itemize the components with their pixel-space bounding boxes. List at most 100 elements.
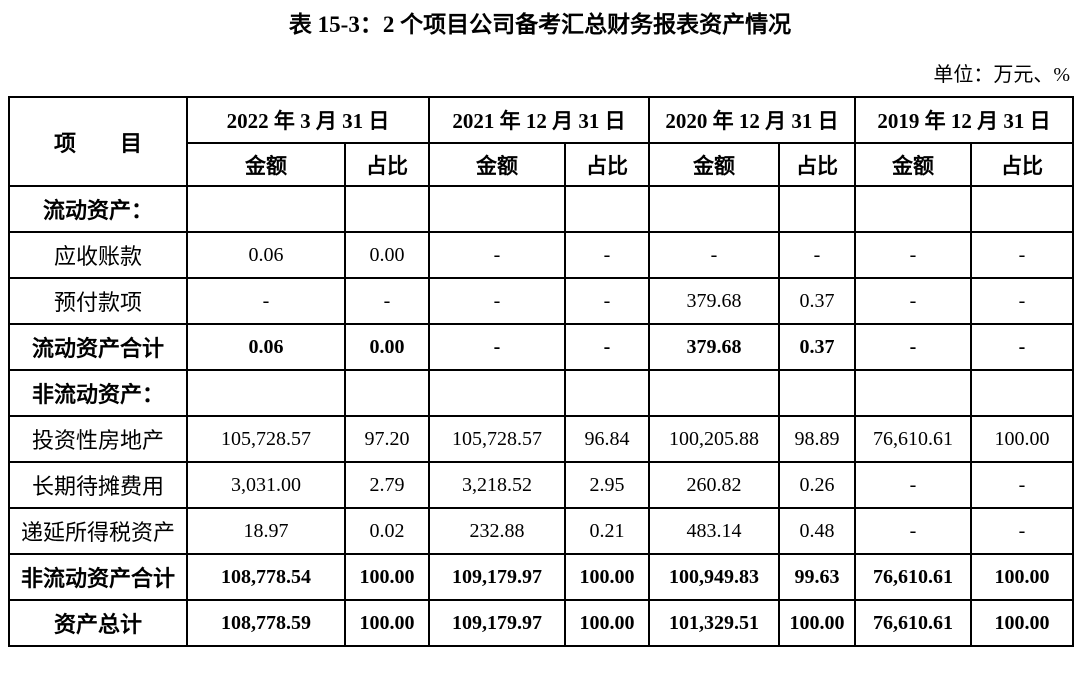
table-cell: 0.06 [186,231,346,279]
table-cell: 100,949.83 [648,553,780,601]
table-cell: - [648,231,780,279]
table-title: 表 15-3：2 个项目公司备考汇总财务报表资产情况 [288,12,792,37]
table-cell: 108,778.59 [186,599,346,647]
table-cell: 0.26 [778,461,856,509]
row-label: 投资性房地产 [8,415,188,463]
row-label: 预付款项 [8,277,188,325]
table-cell [564,185,650,233]
header-row-subcolumns: 金额 占比 金额 占比 金额 占比 金额 占比 [9,142,1074,187]
table-cell: 100.00 [564,553,650,601]
amount-header-2020: 金额 [648,142,780,187]
table-cell: 100.00 [564,599,650,647]
date-header-2020: 2020 年 12 月 31 日 [648,96,856,144]
table-cell: - [564,231,650,279]
table-cell: - [970,323,1074,371]
table-cell [778,369,856,417]
table-row-accounts-receivable: 应收账款 0.06 0.00 - - - - - - [8,231,1074,279]
table-cell [778,185,856,233]
header-row-dates: 项 目 2022 年 3 月 31 日 2021 年 12 月 31 日 202… [8,96,1074,187]
table-cell [854,369,972,417]
table-cell: 105,728.57 [428,415,566,463]
table-cell: 3,031.00 [186,461,346,509]
row-label: 应收账款 [8,231,188,279]
table-cell: 0.37 [778,277,856,325]
table-cell: - [854,277,972,325]
ratio-header-2021: 占比 [564,142,650,187]
table-row-longterm-deferred-expenses: 长期待摊费用 3,031.00 2.79 3,218.52 2.95 260.8… [8,461,1074,509]
table-cell: 100.00 [778,599,856,647]
table-cell: - [970,507,1074,555]
table-cell: 0.00 [344,231,430,279]
amount-header-2019: 金额 [854,142,972,187]
table-cell: 0.00 [344,323,430,371]
table-cell: 100.00 [344,553,430,601]
table-cell: - [970,277,1074,325]
table-cell: 76,610.61 [854,415,972,463]
table-cell [428,369,566,417]
table-cell: 96.84 [564,415,650,463]
unit-label: 单位：万元、% [933,64,1070,86]
table-cell: 76,610.61 [854,553,972,601]
table-cell: 100,205.88 [648,415,780,463]
table-cell: - [564,323,650,371]
table-cell: 2.95 [564,461,650,509]
table-cell: 109,179.97 [428,553,566,601]
table-cell: - [186,277,346,325]
table-cell: 232.88 [428,507,566,555]
table-cell: 0.06 [186,323,346,371]
table-cell: - [854,461,972,509]
table-cell [648,369,780,417]
table-cell [854,185,972,233]
table-cell: 483.14 [648,507,780,555]
table-cell [344,369,430,417]
table-cell: - [344,277,430,325]
table-cell [970,369,1074,417]
table-cell: 100.00 [344,599,430,647]
table-cell: - [778,231,856,279]
table-cell: 379.68 [648,277,780,325]
table-cell: 260.82 [648,461,780,509]
table-cell: 0.48 [778,507,856,555]
table-cell: 100.00 [970,599,1074,647]
table-cell [186,369,346,417]
table-cell: 379.68 [648,323,780,371]
assets-table: 项 目 2022 年 3 月 31 日 2021 年 12 月 31 日 202… [8,96,1074,647]
table-cell: 108,778.54 [186,553,346,601]
table-row-current-assets-section: 流动资产： [8,185,1074,233]
table-cell: 0.37 [778,323,856,371]
table-cell: 0.02 [344,507,430,555]
table-cell: 18.97 [186,507,346,555]
table-cell: 2.79 [344,461,430,509]
ratio-header-2020: 占比 [778,142,856,187]
table-cell: - [970,231,1074,279]
table-cell [428,185,566,233]
row-label: 非流动资产： [8,369,188,417]
table-cell [970,185,1074,233]
amount-header-2021: 金额 [428,142,566,187]
table-cell: - [428,323,566,371]
table-cell: - [564,277,650,325]
ratio-header-2022: 占比 [344,142,430,187]
row-label: 流动资产合计 [8,323,188,371]
date-header-2019: 2019 年 12 月 31 日 [854,96,1074,144]
row-label: 递延所得税资产 [8,507,188,555]
table-row-investment-property: 投资性房地产 105,728.57 97.20 105,728.57 96.84… [8,415,1074,463]
table-cell [564,369,650,417]
ratio-header-2019: 占比 [970,142,1074,187]
table-cell: 100.00 [970,553,1074,601]
table-cell: 97.20 [344,415,430,463]
date-header-2022: 2022 年 3 月 31 日 [186,96,430,144]
table-cell: 3,218.52 [428,461,566,509]
amount-header-2022: 金额 [186,142,346,187]
table-cell: 76,610.61 [854,599,972,647]
table-cell: 0.21 [564,507,650,555]
table-cell [344,185,430,233]
table-cell: 100.00 [970,415,1074,463]
row-label: 流动资产： [8,185,188,233]
table-row-noncurrent-assets-section: 非流动资产： [8,369,1074,417]
table-cell: - [854,507,972,555]
table-cell: - [428,277,566,325]
row-label: 长期待摊费用 [8,461,188,509]
table-cell: - [428,231,566,279]
